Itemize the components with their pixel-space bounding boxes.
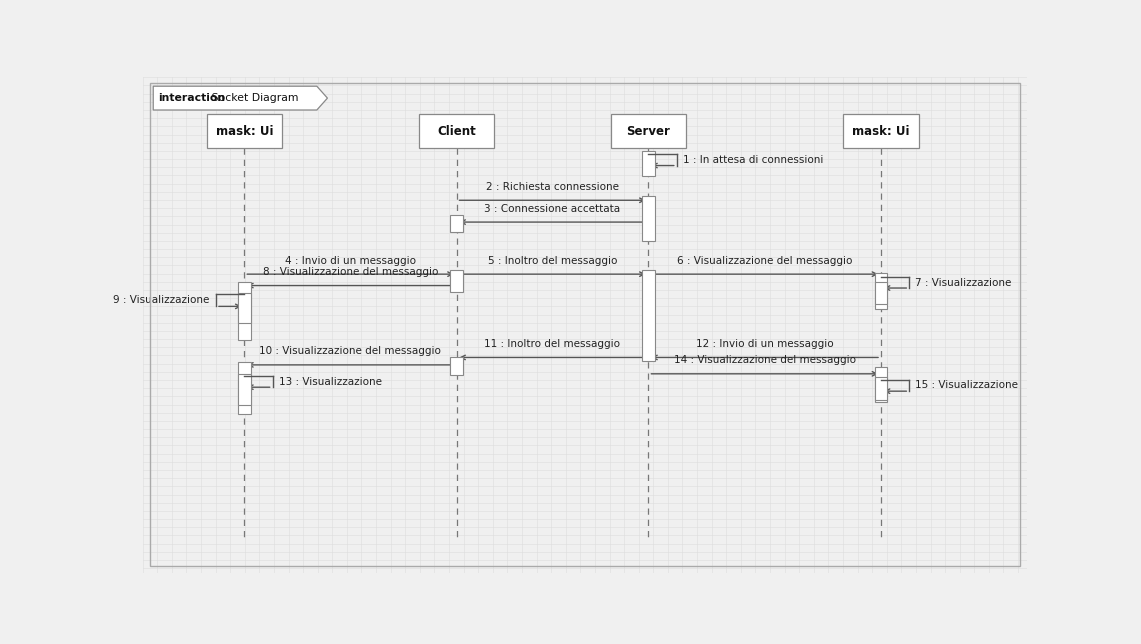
- Text: interaction: interaction: [159, 93, 226, 103]
- Text: 12 : Invio di un messaggio: 12 : Invio di un messaggio: [696, 339, 834, 349]
- Bar: [875, 367, 888, 402]
- Bar: [451, 215, 463, 232]
- Text: 11 : Inoltro del messaggio: 11 : Inoltro del messaggio: [485, 339, 621, 349]
- Bar: [875, 377, 888, 399]
- Bar: [419, 115, 494, 148]
- Bar: [451, 357, 463, 375]
- Bar: [451, 270, 463, 292]
- Bar: [238, 363, 251, 415]
- Text: 9 : Visualizzazione: 9 : Visualizzazione: [113, 296, 210, 305]
- Text: 13 : Visualizzazione: 13 : Visualizzazione: [278, 377, 382, 386]
- Bar: [843, 115, 919, 148]
- Text: 8 : Visualizzazione del messaggio: 8 : Visualizzazione del messaggio: [262, 267, 438, 277]
- Bar: [238, 374, 251, 404]
- Bar: [610, 115, 686, 148]
- Bar: [238, 293, 251, 323]
- Bar: [238, 281, 251, 340]
- Text: 2 : Richiesta connessione: 2 : Richiesta connessione: [486, 182, 618, 192]
- Text: 3 : Connessione accettata: 3 : Connessione accettata: [485, 204, 621, 214]
- Bar: [207, 115, 282, 148]
- Text: mask: Ui: mask: Ui: [216, 125, 273, 138]
- Bar: [875, 282, 888, 305]
- Text: 7 : Visualizzazione: 7 : Visualizzazione: [915, 278, 1012, 288]
- Text: Server: Server: [626, 125, 671, 138]
- Text: Client: Client: [437, 125, 476, 138]
- Text: 1 : In attesa di connessioni: 1 : In attesa di connessioni: [683, 155, 824, 165]
- Polygon shape: [153, 86, 327, 110]
- Bar: [642, 151, 655, 176]
- Bar: [642, 196, 655, 241]
- Text: 10 : Visualizzazione del messaggio: 10 : Visualizzazione del messaggio: [259, 346, 442, 357]
- Text: mask: Ui: mask: Ui: [852, 125, 909, 138]
- Text: 6 : Visualizzazione del messaggio: 6 : Visualizzazione del messaggio: [677, 256, 852, 266]
- Text: 15 : Visualizzazione: 15 : Visualizzazione: [915, 381, 1019, 390]
- Bar: [642, 270, 655, 361]
- Text: 4 : Invio di un messaggio: 4 : Invio di un messaggio: [285, 256, 416, 266]
- Text: 5 : Inoltro del messaggio: 5 : Inoltro del messaggio: [488, 256, 617, 266]
- Bar: [875, 273, 888, 309]
- Text: 14 : Visualizzazione del messaggio: 14 : Visualizzazione del messaggio: [673, 355, 856, 365]
- Text: Socket Diagram: Socket Diagram: [208, 93, 299, 103]
